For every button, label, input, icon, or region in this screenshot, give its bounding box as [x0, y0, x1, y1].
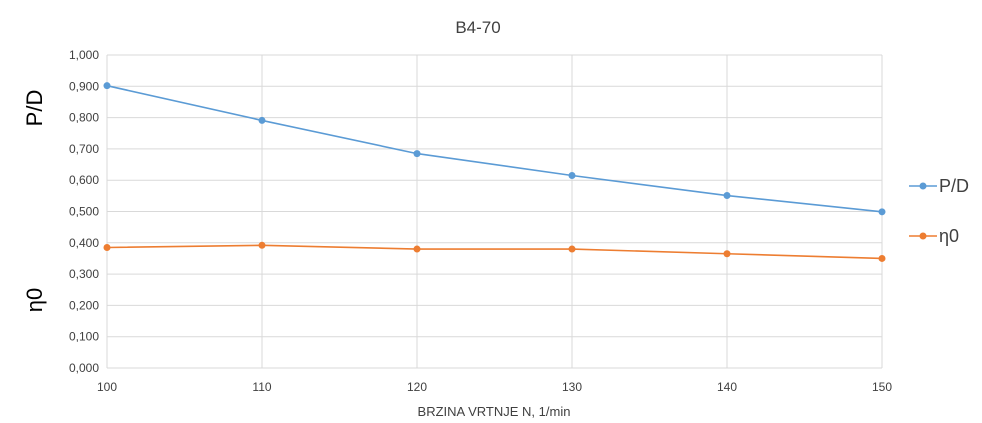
- data-point: [568, 172, 576, 180]
- y-tick-labels: 0,000 0,100 0,200 0,300 0,400 0,500 0,600 0,700…: [69, 48, 99, 375]
- x-axis-title: BRZINA VRTNJE N, 1/min: [418, 404, 571, 419]
- series-group: [103, 82, 886, 262]
- series-line-1: [106, 84, 883, 213]
- data-point: [878, 254, 886, 262]
- data-point: [878, 208, 886, 216]
- y-tick-label: 0,400: [69, 236, 99, 250]
- x-tick-label: 150: [872, 380, 892, 394]
- legend-label: P/D: [939, 176, 969, 196]
- y-tick-label: 0,700: [69, 142, 99, 156]
- y-tick-label: 0,500: [69, 205, 99, 219]
- y-tick-label: 0,600: [69, 173, 99, 187]
- y-tick-label: 1,000: [69, 48, 99, 62]
- y-tick-label: 0,300: [69, 267, 99, 281]
- x-tick-label: 100: [97, 380, 117, 394]
- legend-marker: [919, 232, 927, 240]
- y-tick-label: 0,200: [69, 298, 99, 312]
- legend: P/D η0: [909, 176, 969, 246]
- x-tick-label: 110: [252, 380, 271, 394]
- x-tick-labels: 100 110 120 130 140 150: [97, 380, 892, 394]
- y-axis-title-top: P/D: [22, 90, 47, 127]
- y-tick-label: 0,900: [69, 79, 99, 93]
- grid-lines: [106, 54, 883, 369]
- data-point: [258, 241, 266, 249]
- data-point: [103, 82, 111, 90]
- data-point: [413, 150, 421, 158]
- x-tick-label: 140: [717, 380, 737, 394]
- series-line-2: [106, 244, 883, 260]
- y-tick-label: 0,800: [69, 111, 99, 125]
- data-point: [723, 192, 731, 200]
- data-point: [258, 116, 266, 124]
- data-point: [413, 245, 421, 253]
- data-point: [723, 250, 731, 258]
- y-axis-title-bottom: η0: [22, 288, 47, 312]
- x-tick-label: 130: [562, 380, 582, 394]
- data-point: [568, 245, 576, 253]
- legend-label: η0: [939, 226, 959, 246]
- y-tick-label: 0,000: [69, 361, 99, 375]
- x-tick-label: 120: [407, 380, 427, 394]
- chart-title: B4-70: [455, 18, 500, 37]
- legend-marker: [919, 182, 927, 190]
- y-tick-label: 0,100: [69, 330, 99, 344]
- data-point: [103, 243, 111, 251]
